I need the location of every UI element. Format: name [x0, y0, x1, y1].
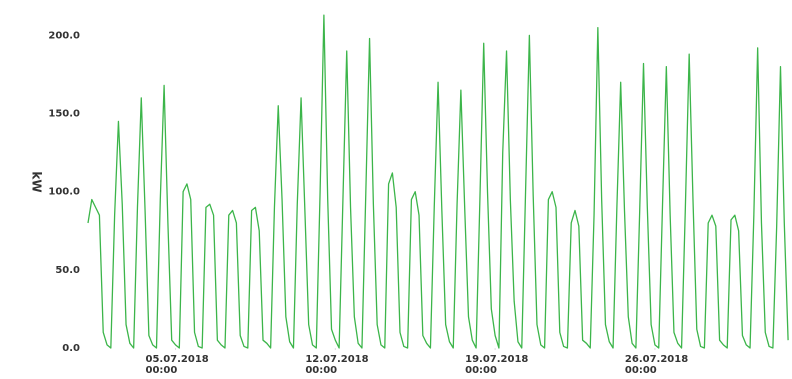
- x-tick-label: 26.07.2018 00:00: [624, 354, 689, 376]
- x-tick-label: 12.07.2018 00:00: [305, 354, 369, 376]
- x-tick-label: 19.07.2018 00:00: [465, 354, 529, 376]
- y-tick-label: 150.0: [48, 109, 80, 120]
- y-tick-label: 0.0: [62, 343, 80, 354]
- y-axis-label: kW: [30, 171, 44, 192]
- data-line: [87, 14, 789, 349]
- y-tick-label: 50.0: [55, 265, 80, 276]
- y-tick-label: 100.0: [48, 187, 80, 198]
- y-tick-label: 200.0: [48, 30, 80, 41]
- x-tick-label: 05.07.2018 00:00: [145, 354, 209, 376]
